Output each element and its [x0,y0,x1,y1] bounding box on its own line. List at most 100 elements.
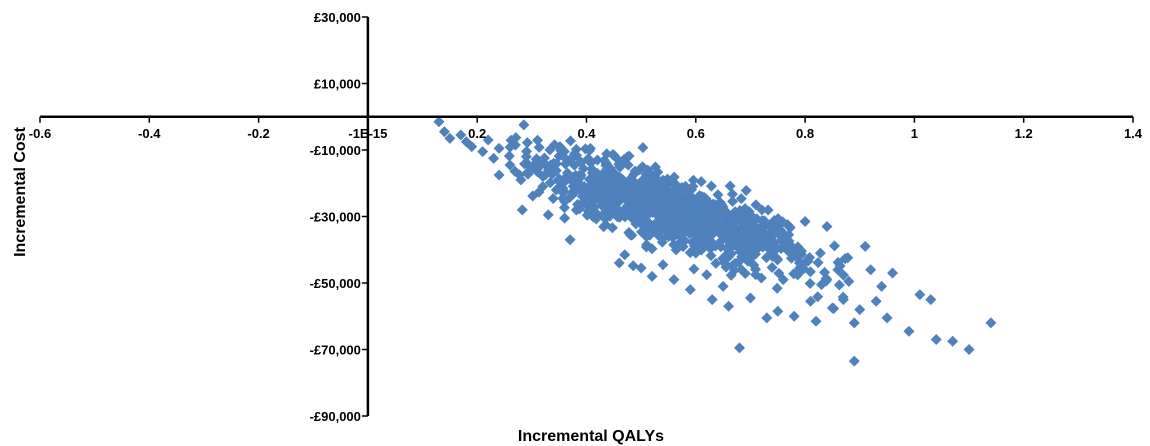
data-point [832,264,844,276]
data-point [739,237,751,249]
data-point [705,180,717,192]
x-tick-label: 0.2 [468,126,486,141]
data-point [724,242,736,254]
data-point [649,161,661,173]
data-point [531,166,543,178]
data-point [711,212,723,224]
data-point [724,180,736,192]
data-point [772,305,784,317]
data-point [947,335,959,347]
y-tick-label: -£90,000 [310,409,361,424]
data-point [775,224,787,236]
data-point [839,253,851,265]
data-point [777,216,789,228]
data-point [558,202,570,214]
data-point [530,153,542,165]
data-point [723,300,735,312]
data-point [739,203,751,215]
data-point [618,153,630,165]
data-point [740,185,752,197]
data-point [627,260,639,272]
data-point [538,152,550,164]
data-point [629,165,641,177]
x-tick-label: -0.2 [247,126,269,141]
data-point [833,279,845,291]
data-point [727,195,739,207]
data-point [985,317,997,329]
data-point [645,226,657,238]
x-axis-title: Incremental QALYs [518,428,664,445]
data-point [761,312,773,324]
data-point [715,241,727,253]
data-point [788,268,800,280]
data-point [804,278,816,290]
data-point [518,119,530,131]
data-point [738,223,750,235]
data-point [788,310,800,322]
y-tick-label: -£50,000 [310,276,361,291]
data-point [598,221,610,233]
data-point [696,191,708,203]
data-point [520,151,532,163]
x-tick-label: -0.4 [138,126,161,141]
data-point [794,262,806,274]
data-point [701,269,713,281]
data-points [433,116,997,367]
data-point [712,189,724,201]
data-point [837,269,849,281]
data-point [570,186,582,198]
data-point [719,211,731,223]
data-point [688,263,700,275]
data-point [660,179,672,191]
data-point [963,344,975,355]
data-point [652,192,664,204]
data-point [704,216,716,228]
data-point [712,222,724,234]
data-point [705,250,717,262]
data-point [586,202,598,214]
data-point [881,312,893,324]
data-point [665,216,677,228]
data-point [859,240,871,252]
data-point [887,267,899,279]
data-point [826,302,838,314]
data-point [504,159,516,171]
data-point [558,186,570,198]
data-point [744,215,756,227]
data-point [652,215,664,227]
data-point [477,146,489,158]
data-point [717,201,729,213]
data-point [493,142,505,154]
data-point [694,209,706,221]
data-point [925,294,937,306]
data-point [624,229,636,241]
data-point [734,243,746,255]
data-point [756,204,768,216]
x-tick-label: 0.4 [577,126,596,141]
data-point [665,202,677,214]
data-point [606,222,618,234]
data-point [608,149,620,161]
data-point [455,129,467,141]
data-point [710,257,722,269]
data-point [812,257,824,269]
data-point [734,342,746,354]
y-axis-title: Incremental Cost [12,126,29,256]
data-point [516,204,528,216]
x-tick-label: 1.2 [1015,126,1033,141]
data-point [843,275,855,287]
data-point [574,156,586,168]
data-point [510,132,522,144]
data-point [903,325,915,337]
y-tick-label: £30,000 [314,10,361,25]
data-point [727,212,739,224]
data-point [848,317,860,329]
data-point [656,236,668,248]
data-point [638,217,650,229]
data-point [758,215,770,227]
data-point [438,126,450,138]
data-point [804,252,816,264]
y-tick-label: -£10,000 [310,143,361,158]
data-point [876,280,888,292]
data-point [493,169,505,181]
